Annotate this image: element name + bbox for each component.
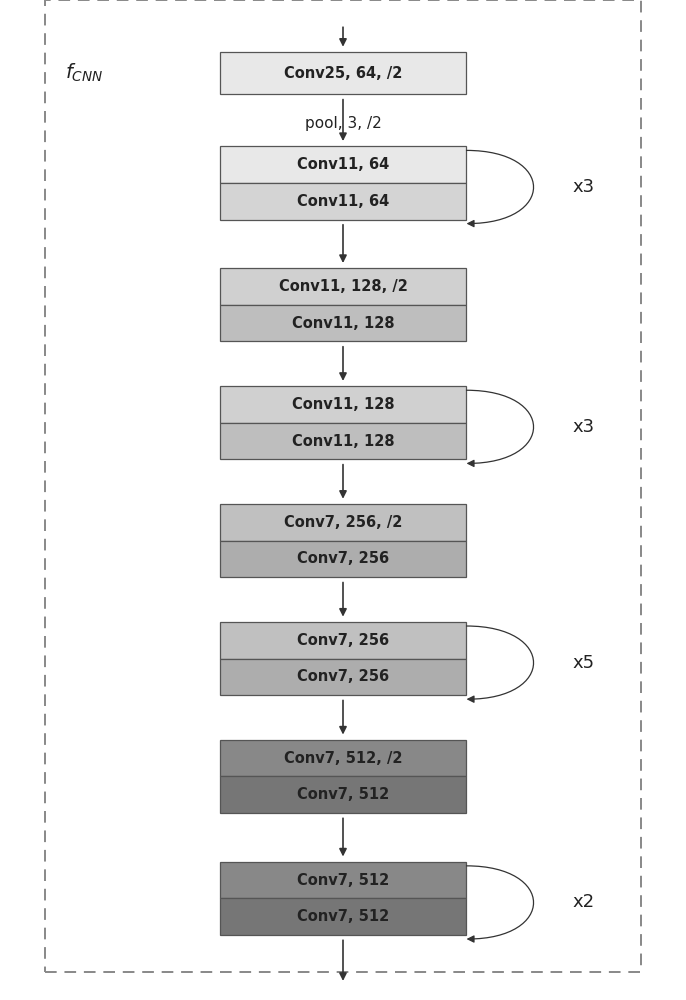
Text: Conv7, 512, /2: Conv7, 512, /2 <box>284 751 402 766</box>
Text: Conv7, 256: Conv7, 256 <box>297 551 389 566</box>
FancyBboxPatch shape <box>220 423 466 459</box>
Text: x3: x3 <box>573 178 595 196</box>
Text: Conv7, 256: Conv7, 256 <box>297 669 389 684</box>
FancyBboxPatch shape <box>220 183 466 220</box>
Text: Conv25, 64, /2: Conv25, 64, /2 <box>284 66 402 81</box>
Text: Conv7, 256, /2: Conv7, 256, /2 <box>284 515 402 530</box>
Text: $f_{CNN}$: $f_{CNN}$ <box>65 62 104 84</box>
FancyBboxPatch shape <box>220 776 466 813</box>
Text: Conv7, 512: Conv7, 512 <box>297 909 389 924</box>
Text: pool, 3, /2: pool, 3, /2 <box>305 116 381 131</box>
Text: Conv7, 512: Conv7, 512 <box>297 873 389 888</box>
FancyBboxPatch shape <box>220 305 466 341</box>
Text: Conv11, 64: Conv11, 64 <box>297 194 389 209</box>
Text: x5: x5 <box>573 654 595 672</box>
Text: x3: x3 <box>573 418 595 436</box>
FancyBboxPatch shape <box>220 541 466 577</box>
Text: Conv11, 128, /2: Conv11, 128, /2 <box>279 279 407 294</box>
Text: Conv11, 128: Conv11, 128 <box>292 434 394 449</box>
FancyBboxPatch shape <box>220 146 466 183</box>
Text: x2: x2 <box>573 893 595 911</box>
FancyArrowPatch shape <box>466 866 534 942</box>
FancyBboxPatch shape <box>220 659 466 695</box>
FancyBboxPatch shape <box>220 862 466 898</box>
FancyArrowPatch shape <box>466 390 534 466</box>
FancyArrowPatch shape <box>466 150 534 227</box>
Text: Conv7, 256: Conv7, 256 <box>297 633 389 648</box>
Text: Conv11, 128: Conv11, 128 <box>292 397 394 412</box>
FancyBboxPatch shape <box>220 52 466 94</box>
FancyBboxPatch shape <box>220 268 466 305</box>
Text: Conv11, 128: Conv11, 128 <box>292 316 394 331</box>
FancyBboxPatch shape <box>220 386 466 423</box>
FancyBboxPatch shape <box>220 622 466 659</box>
FancyArrowPatch shape <box>466 626 534 702</box>
FancyBboxPatch shape <box>220 898 466 935</box>
FancyBboxPatch shape <box>220 740 466 776</box>
Text: Conv7, 512: Conv7, 512 <box>297 787 389 802</box>
Text: Conv11, 64: Conv11, 64 <box>297 157 389 172</box>
FancyBboxPatch shape <box>220 504 466 541</box>
